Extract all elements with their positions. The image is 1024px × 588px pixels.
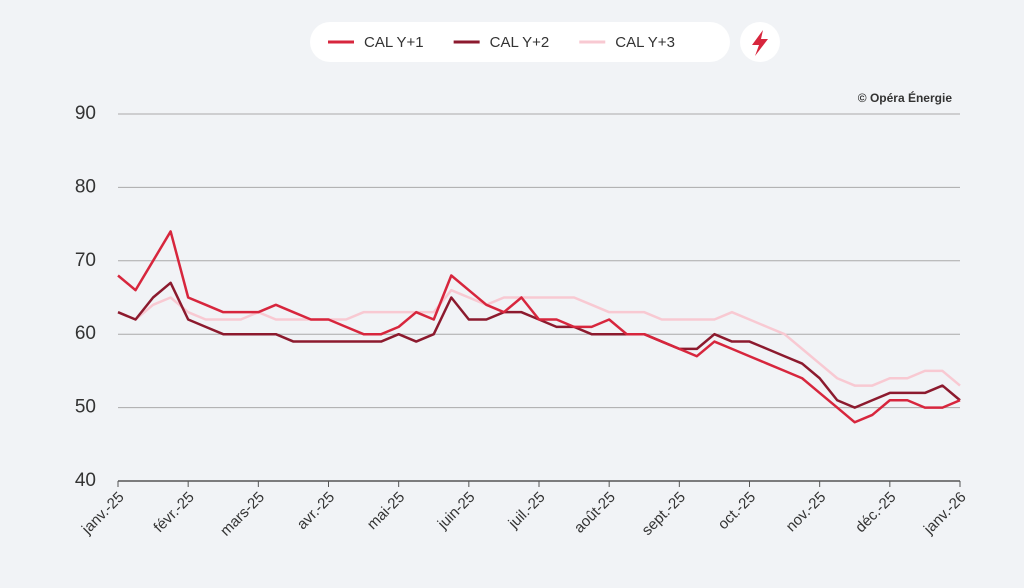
line-series bbox=[117, 288, 961, 387]
line-series bbox=[117, 281, 961, 409]
x-tick-label: août-25 bbox=[571, 489, 619, 537]
y-tick-label: 60 bbox=[75, 323, 96, 344]
x-tick-label: nov.-25 bbox=[783, 489, 830, 536]
legend-label: CAL Y+3 bbox=[615, 34, 675, 51]
y-tick-label: 80 bbox=[75, 176, 96, 197]
x-tick-label: mars-25 bbox=[217, 489, 268, 540]
x-tick-label: juin-25 bbox=[434, 489, 479, 534]
legend-label: CAL Y+1 bbox=[364, 34, 424, 51]
legend-label: CAL Y+2 bbox=[490, 34, 550, 51]
y-tick-label: 40 bbox=[75, 470, 96, 491]
x-tick-label: févr.-25 bbox=[150, 489, 197, 536]
x-tick-label: déc.-25 bbox=[852, 489, 899, 536]
legend-box bbox=[310, 22, 730, 62]
x-tick-label: avr.-25 bbox=[294, 489, 338, 533]
line-series bbox=[117, 230, 961, 424]
x-tick-label: sept.-25 bbox=[639, 489, 689, 539]
y-tick-label: 50 bbox=[75, 397, 96, 418]
y-tick-label: 90 bbox=[75, 103, 96, 124]
x-tick-label: juil.-25 bbox=[505, 489, 549, 533]
y-tick-label: 70 bbox=[75, 250, 96, 271]
x-tick-label: janv.-25 bbox=[78, 489, 128, 539]
lightning-icon bbox=[752, 30, 768, 56]
x-tick-label: janv.-26 bbox=[920, 489, 970, 539]
x-tick-label: oct.-25 bbox=[715, 489, 759, 533]
credit: © Opéra Énergie bbox=[858, 90, 953, 105]
x-tick-label: mai-25 bbox=[364, 489, 408, 533]
